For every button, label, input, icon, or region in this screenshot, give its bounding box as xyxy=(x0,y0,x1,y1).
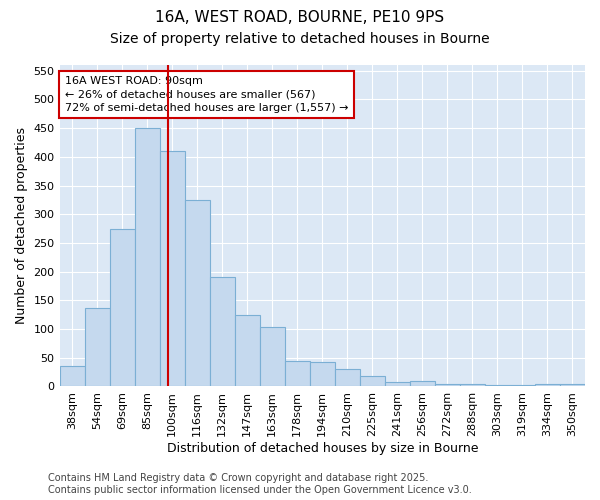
Bar xyxy=(85,308,110,386)
Bar xyxy=(435,384,460,386)
Bar xyxy=(59,366,85,386)
Bar xyxy=(485,384,510,386)
Y-axis label: Number of detached properties: Number of detached properties xyxy=(15,127,28,324)
Bar xyxy=(209,278,235,386)
Text: 16A WEST ROAD: 90sqm
← 26% of detached houses are smaller (567)
72% of semi-deta: 16A WEST ROAD: 90sqm ← 26% of detached h… xyxy=(65,76,348,112)
Bar xyxy=(310,362,335,386)
Bar xyxy=(285,360,310,386)
X-axis label: Distribution of detached houses by size in Bourne: Distribution of detached houses by size … xyxy=(167,442,478,455)
Bar xyxy=(160,151,185,386)
Bar xyxy=(235,314,260,386)
Text: 16A, WEST ROAD, BOURNE, PE10 9PS: 16A, WEST ROAD, BOURNE, PE10 9PS xyxy=(155,10,445,25)
Bar xyxy=(410,382,435,386)
Bar xyxy=(535,384,560,386)
Bar xyxy=(460,384,485,386)
Bar xyxy=(510,384,535,386)
Bar xyxy=(110,228,134,386)
Bar xyxy=(360,376,385,386)
Bar xyxy=(560,384,585,386)
Bar xyxy=(260,328,285,386)
Bar xyxy=(335,369,360,386)
Text: Contains HM Land Registry data © Crown copyright and database right 2025.
Contai: Contains HM Land Registry data © Crown c… xyxy=(48,474,472,495)
Bar xyxy=(385,382,410,386)
Bar xyxy=(185,200,209,386)
Text: Size of property relative to detached houses in Bourne: Size of property relative to detached ho… xyxy=(110,32,490,46)
Bar xyxy=(134,128,160,386)
